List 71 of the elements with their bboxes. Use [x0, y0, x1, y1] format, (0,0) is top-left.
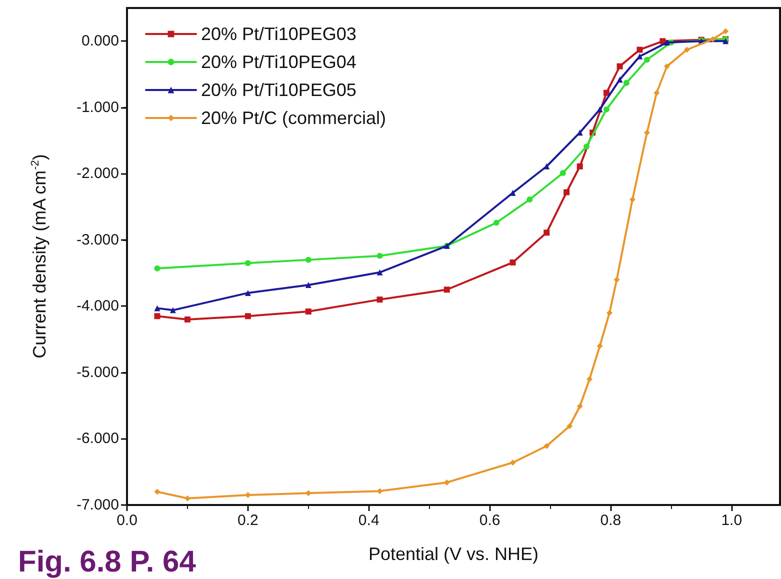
x-tick-label: 0.2	[237, 512, 258, 529]
y-tick-label: -2.000	[76, 165, 119, 182]
legend-label: 20% Pt/Ti10PEG05	[201, 80, 356, 100]
point	[544, 443, 550, 450]
point	[305, 308, 312, 314]
point	[544, 230, 550, 236]
point	[616, 76, 623, 83]
point	[154, 488, 160, 495]
point	[154, 265, 160, 272]
point	[576, 403, 583, 410]
point	[184, 495, 190, 502]
point	[606, 310, 612, 316]
point	[614, 276, 620, 283]
point	[244, 313, 251, 320]
point	[564, 189, 570, 196]
point	[654, 90, 660, 96]
y-tick-label: -6.000	[76, 430, 119, 448]
point	[526, 196, 533, 203]
point	[566, 423, 573, 430]
point	[710, 36, 716, 42]
point	[664, 39, 670, 46]
point	[170, 307, 176, 314]
y-axis-title: Current density (mA cm-2)	[30, 154, 50, 358]
point	[722, 28, 729, 34]
point	[544, 163, 550, 170]
point	[684, 46, 690, 53]
y-tick-label: -4.000	[76, 298, 119, 315]
point	[584, 144, 590, 150]
y-tick-label: 0.000	[81, 32, 119, 50]
point	[603, 106, 610, 112]
point	[644, 56, 650, 63]
caption: Fig. 6.8 P. 64	[18, 546, 196, 578]
y-tick-label: -7.000	[76, 496, 119, 514]
y-tick-label: -3.000	[76, 231, 119, 248]
point	[644, 130, 650, 136]
x-tick-label: 1.0	[721, 512, 742, 529]
point	[444, 286, 450, 293]
point	[510, 460, 516, 466]
point	[154, 305, 160, 312]
point	[510, 259, 516, 266]
point	[560, 170, 566, 176]
legend-label: 20% Pt/Ti10PEG04	[201, 52, 356, 72]
point	[576, 163, 583, 170]
point	[636, 46, 643, 53]
legend-label: 20% Pt/C (commercial)	[201, 108, 386, 128]
x-tick-label: 0.6	[479, 512, 500, 529]
point	[623, 80, 630, 86]
point	[603, 90, 610, 96]
y-tick-label: -5.000	[76, 364, 119, 381]
point	[376, 269, 383, 276]
x-tick-label: 0.4	[358, 512, 380, 529]
point	[664, 63, 670, 70]
point	[376, 252, 383, 259]
point	[376, 296, 383, 303]
point	[305, 282, 312, 288]
x-tick-label: 0.8	[600, 512, 622, 529]
point	[184, 316, 190, 322]
point	[493, 220, 500, 226]
point	[616, 63, 623, 70]
point	[244, 290, 251, 296]
y-tick-label: -1.000	[76, 98, 119, 116]
x-tick-label: 0.0	[116, 512, 138, 529]
point	[305, 256, 312, 263]
point	[444, 479, 450, 486]
point	[629, 196, 636, 203]
x-axis-title: Potential (V vs. NHE)	[368, 544, 539, 564]
point	[154, 313, 160, 320]
point	[596, 342, 603, 349]
point	[586, 376, 593, 382]
point	[244, 260, 251, 266]
legend-label: 20% Pt/Ti10PEG03	[201, 24, 356, 44]
